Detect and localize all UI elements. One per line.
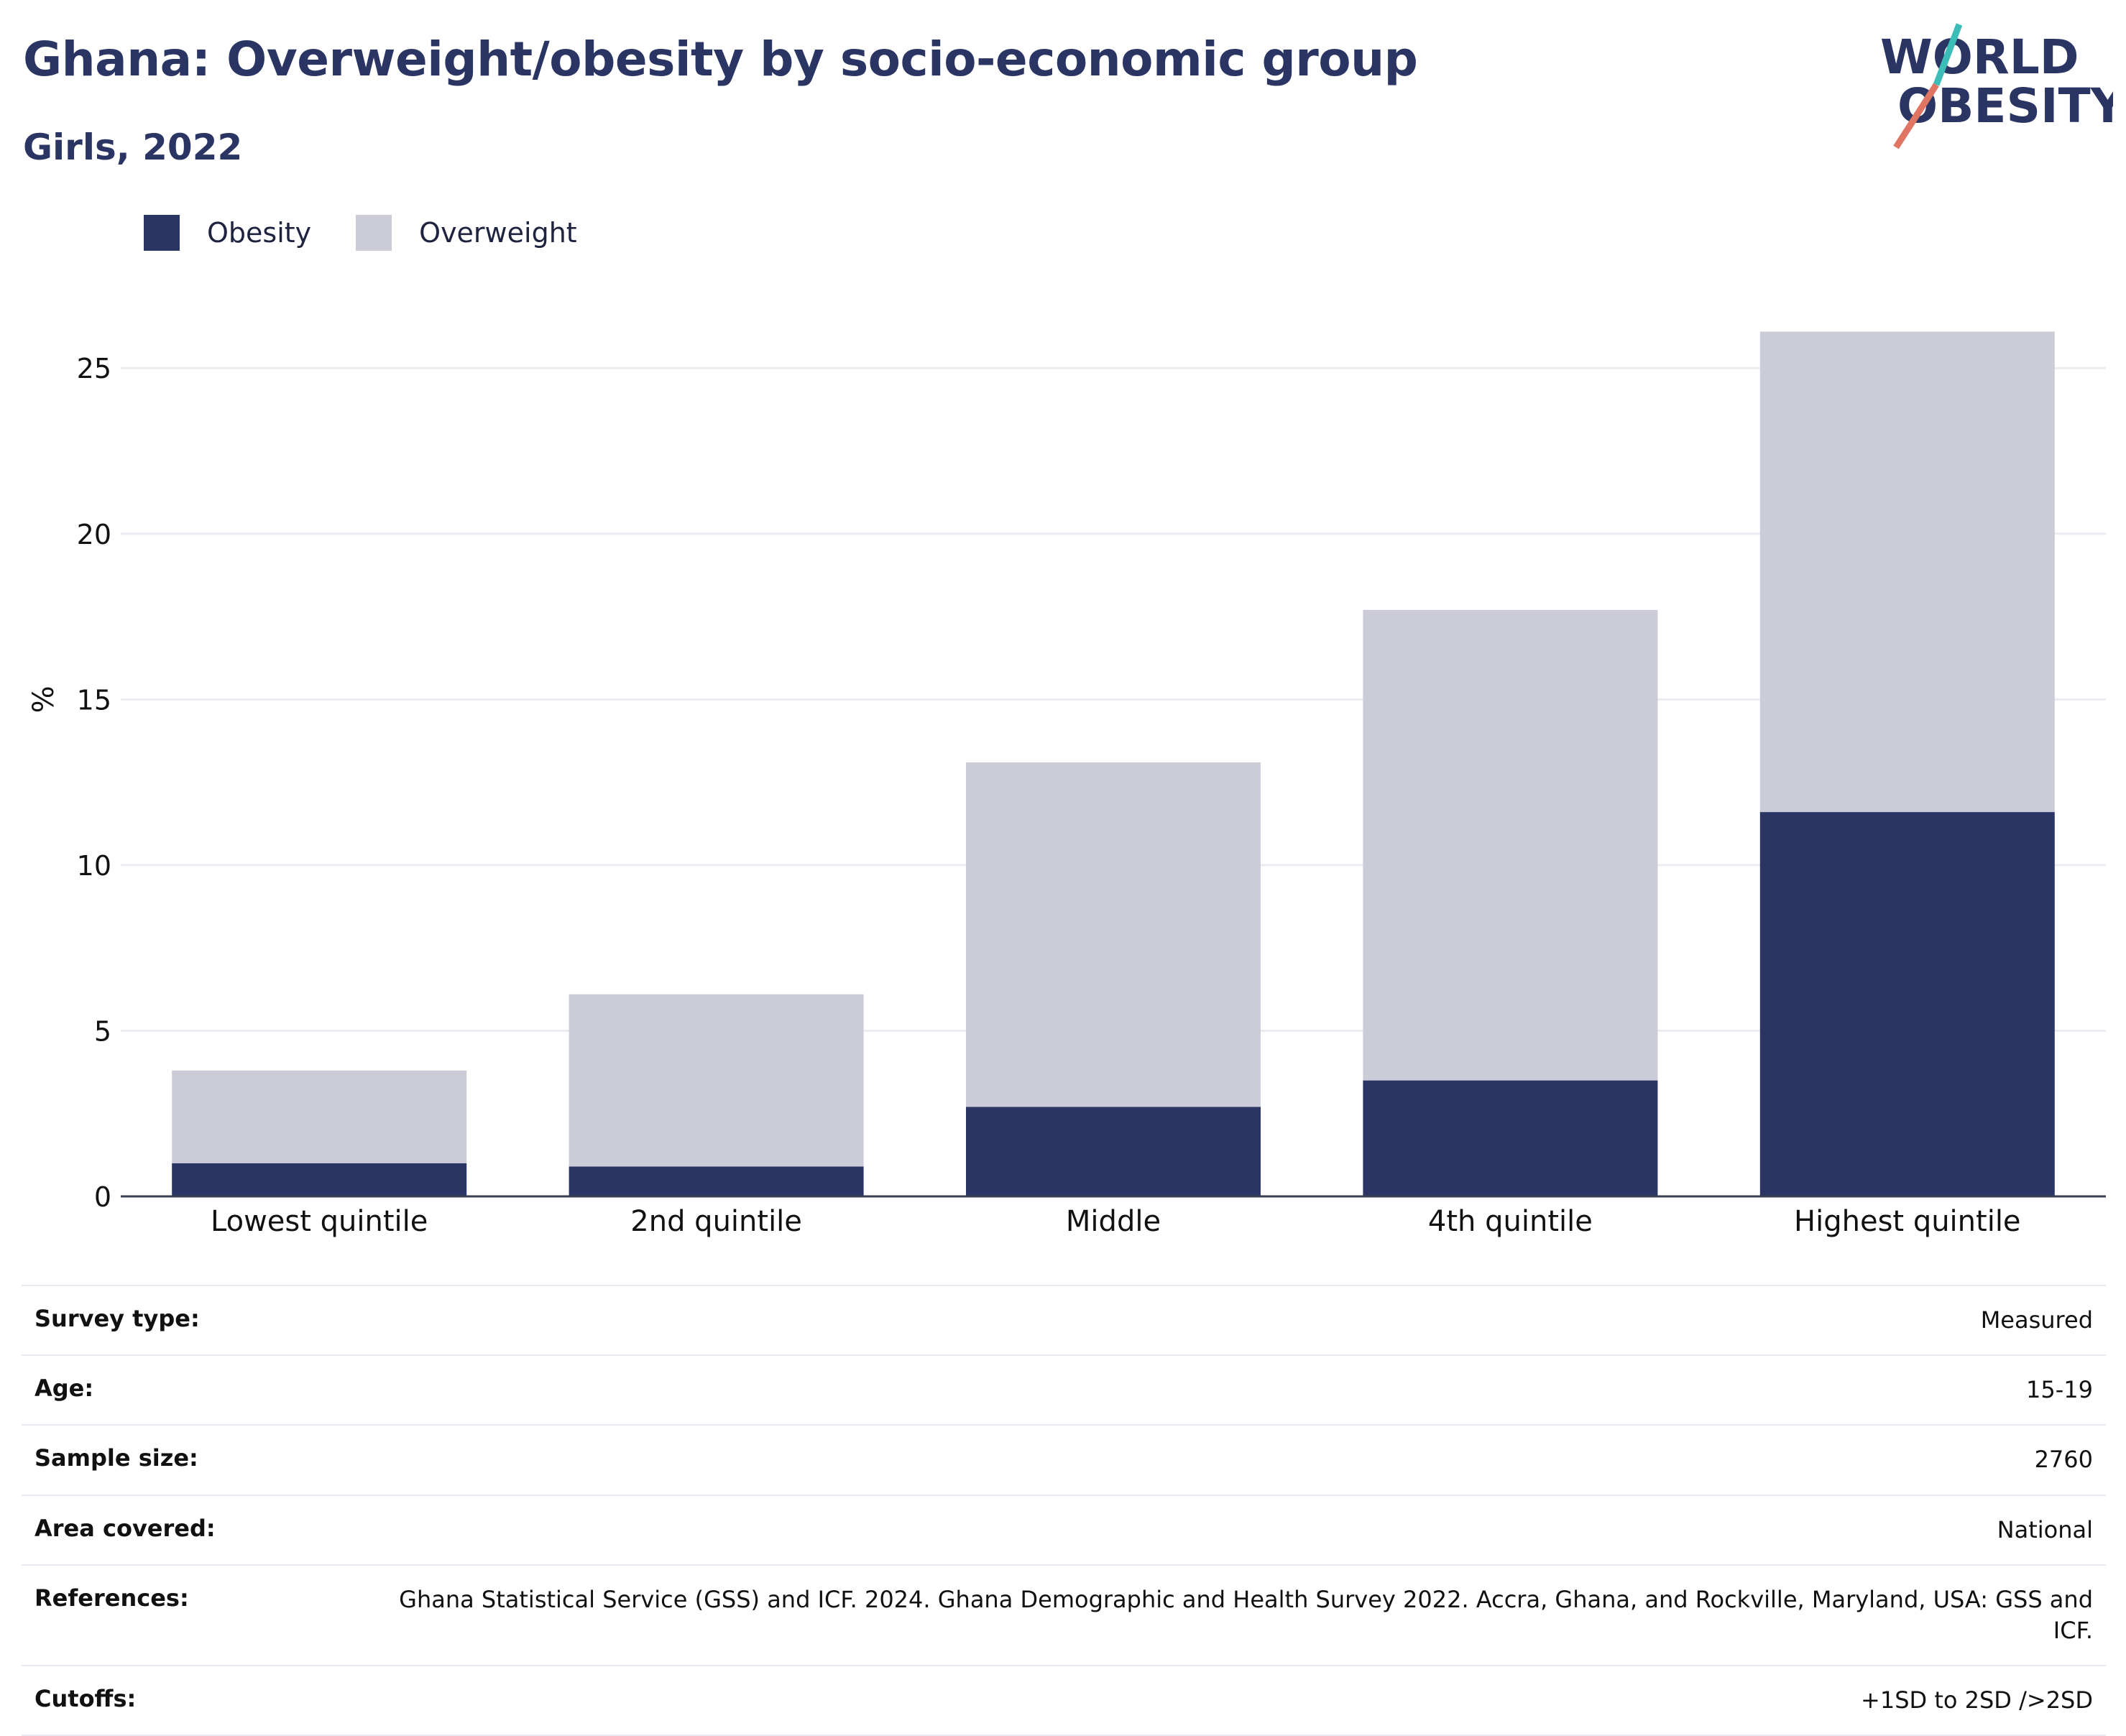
meta-value: 15-19 [349,1354,2106,1426]
bar-overweight-3[interactable] [966,762,1261,1107]
bar-obesity-3[interactable] [966,1107,1261,1197]
chart-legend: Obesity Overweight [144,213,622,253]
x-tick-label: Highest quintile [1794,1205,2021,1238]
world-obesity-logo: WORLD OBESITY [1880,23,2113,149]
bar-overweight-5[interactable] [1759,331,2055,813]
axes: 0 5 10 15 20 25 Lowest quintile 2nd quintile Mid… [77,353,2106,1238]
y-tick-label: 5 [94,1015,111,1047]
bars [172,331,2055,1197]
meta-row: References: Ghana Statistical Service (GS… [22,1564,2106,1666]
bar-obesity-1[interactable] [172,1163,467,1196]
bar-obesity-4[interactable] [1363,1080,1658,1196]
meta-row: Area covered: National [22,1494,2106,1565]
y-tick-label: 10 [77,850,111,882]
meta-value: Measured [349,1284,2106,1356]
y-tick-label: 20 [77,519,111,550]
logo-slash-coral [1893,83,1939,149]
bar-obesity-5[interactable] [1759,812,2055,1196]
meta-key: Area covered: [22,1494,349,1565]
y-axis-title: % [27,685,60,713]
stacked-bar-chart: 0 5 10 15 20 25 Lowest quintile 2nd quintile Mid… [27,331,2106,1238]
x-tick-label: 2nd quintile [630,1205,802,1238]
meta-row: Cutoffs: +1SD to 2SD />2SD [22,1665,2106,1736]
y-tick-label: 25 [77,353,111,384]
meta-key: Survey type: [22,1284,349,1356]
bar-overweight-4[interactable] [1363,609,1658,1081]
legend-label-obesity: Obesity [207,217,312,249]
meta-row: Age: 15-19 [22,1354,2106,1426]
meta-value: +1SD to 2SD />2SD [349,1665,2106,1736]
bar-overweight-2[interactable] [569,994,864,1167]
meta-value: National [349,1494,2106,1565]
bar-overweight-1[interactable] [172,1070,467,1163]
meta-row: Survey type: Measured [22,1284,2106,1356]
logo-line-2: OBESITY [1897,78,2113,134]
x-tick-label: 4th quintile [1428,1205,1593,1238]
legend-label-overweight: Overweight [419,217,577,249]
meta-key: Age: [22,1354,349,1426]
meta-value: 2760 [349,1424,2106,1495]
meta-row: Sample size: 2760 [22,1424,2106,1495]
x-tick-label: Middle [1066,1205,1161,1238]
legend-swatch-obesity [144,215,180,251]
meta-key: Sample size: [22,1424,349,1495]
logo-line-1: WORLD [1880,29,2079,85]
legend-swatch-overweight [356,215,392,251]
meta-key: References: [22,1564,349,1666]
meta-value: Ghana Statistical Service (GSS) and ICF.… [349,1564,2106,1666]
logo-slash-teal [1933,23,1963,86]
y-tick-label: 15 [77,684,111,716]
chart-title: Ghana: Overweight/obesity by socio-econo… [23,32,1418,87]
bar-obesity-2[interactable] [569,1166,864,1197]
metadata-table: Survey type: Measured Age: 15-19 Sample size… [22,1284,2106,1736]
x-tick-label: Lowest quintile [211,1205,428,1238]
chart-subtitle: Girls, 2022 [23,126,243,168]
legend-item-obesity[interactable]: Obesity [144,215,311,251]
legend-item-overweight[interactable]: Overweight [356,215,577,251]
meta-key: Cutoffs: [22,1665,349,1736]
y-tick-label: 0 [94,1181,111,1213]
